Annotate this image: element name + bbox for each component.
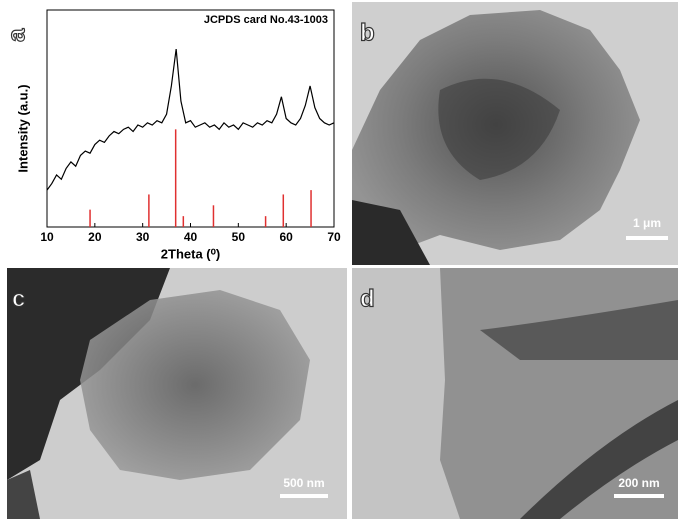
x-tick-label: 30: [136, 230, 150, 244]
x-tick-label: 70: [327, 230, 341, 244]
x-axis-label: 2Theta (⁰): [161, 246, 220, 261]
panel-label: a: [3, 28, 30, 42]
panel-label: c: [12, 285, 25, 312]
panel-label: d: [360, 285, 375, 312]
tem-image-b: [352, 2, 678, 265]
y-axis-label: Intensity (a.u.): [15, 84, 30, 172]
x-tick-label: 40: [184, 230, 198, 244]
annotation: JCPDS card No.43-1003: [204, 14, 328, 26]
x-tick-label: 50: [232, 230, 246, 244]
x-tick-label: 60: [279, 230, 293, 244]
scale-bar-label: 500 nm: [283, 476, 324, 490]
tem-image-c: [7, 268, 347, 519]
x-tick-label: 10: [40, 230, 54, 244]
xrd-trace: [46, 48, 335, 191]
panel-label: b: [360, 19, 375, 46]
plot-frame: [46, 9, 335, 228]
scale-bar-label: 200 nm: [618, 476, 659, 490]
x-tick-label: 20: [88, 230, 102, 244]
tem-image-d: [352, 268, 678, 519]
scale-bar-label: 1 μm: [633, 216, 661, 230]
